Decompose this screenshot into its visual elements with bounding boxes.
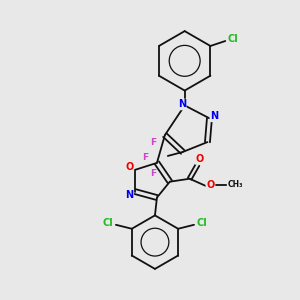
Text: Cl: Cl [103, 218, 113, 228]
Text: Cl: Cl [196, 218, 207, 228]
Text: F: F [150, 169, 156, 178]
Text: F: F [150, 138, 156, 147]
Text: N: N [125, 190, 133, 200]
Text: O: O [206, 180, 214, 190]
Text: O: O [195, 154, 204, 164]
Text: F: F [142, 153, 148, 162]
Text: CH₃: CH₃ [227, 180, 243, 189]
Text: N: N [178, 99, 186, 110]
Text: Cl: Cl [228, 34, 238, 44]
Text: O: O [125, 162, 133, 172]
Text: N: N [210, 111, 218, 121]
